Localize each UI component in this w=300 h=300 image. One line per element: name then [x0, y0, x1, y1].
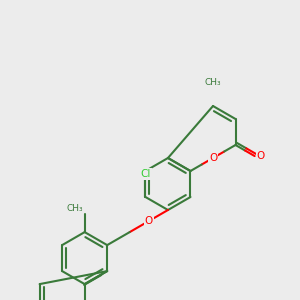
Text: O: O	[209, 153, 217, 163]
Text: Cl: Cl	[140, 169, 151, 178]
Text: O: O	[145, 216, 153, 226]
Text: O: O	[257, 151, 265, 161]
Text: CH₃: CH₃	[205, 78, 221, 87]
Text: CH₃: CH₃	[66, 204, 83, 213]
